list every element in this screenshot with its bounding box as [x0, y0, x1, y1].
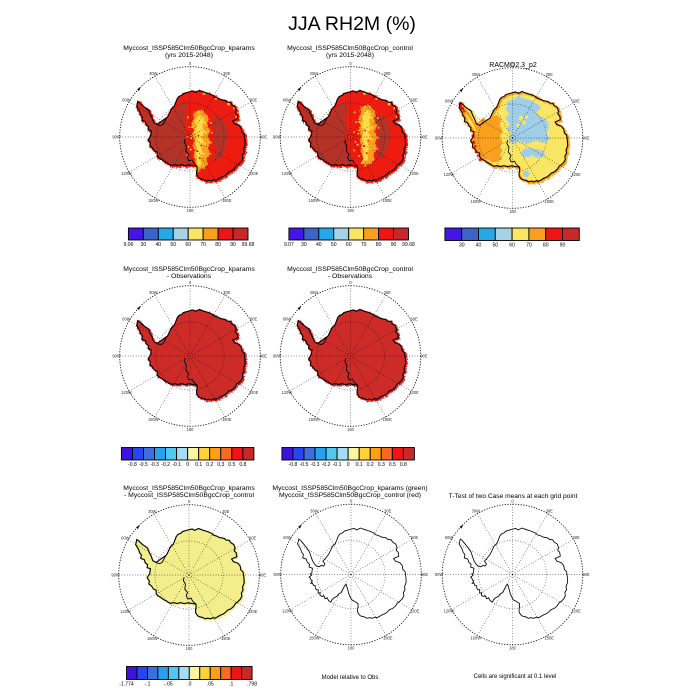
svg-text:.0: .0 [187, 682, 191, 688]
svg-text:9.07: 9.07 [284, 242, 294, 248]
svg-text:0.3: 0.3 [217, 462, 224, 468]
svg-text:30: 30 [301, 242, 307, 248]
svg-text:0.8: 0.8 [400, 462, 407, 468]
svg-text:30: 30 [459, 243, 465, 249]
svg-text:80: 80 [376, 242, 382, 248]
svg-text:-0.3: -0.3 [150, 462, 159, 468]
svg-text:40: 40 [155, 242, 161, 248]
svg-text:-0.5: -0.5 [139, 462, 148, 468]
svg-text:-0.1: -0.1 [172, 462, 181, 468]
svg-text:40: 40 [476, 243, 482, 249]
svg-text:60: 60 [509, 243, 515, 249]
svg-text:9.06: 9.06 [123, 242, 133, 248]
svg-text:80: 80 [543, 243, 549, 249]
svg-text:70: 70 [526, 243, 532, 249]
svg-text:0.2: 0.2 [206, 462, 213, 468]
svg-text:-0.3: -0.3 [311, 462, 320, 468]
svg-text:-0.1: -0.1 [333, 462, 342, 468]
svg-text:90: 90 [230, 242, 236, 248]
svg-text:50: 50 [170, 242, 176, 248]
svg-text:90: 90 [560, 243, 566, 249]
svg-text:0.2: 0.2 [367, 462, 374, 468]
svg-text:-.05: -.05 [164, 682, 173, 688]
svg-text:.1: .1 [229, 682, 233, 688]
svg-text:50: 50 [492, 243, 498, 249]
svg-text:40: 40 [316, 242, 322, 248]
svg-text:0.1: 0.1 [195, 462, 202, 468]
svg-text:-0.2: -0.2 [322, 462, 331, 468]
svg-text:-0.2: -0.2 [161, 462, 170, 468]
svg-text:60: 60 [185, 242, 191, 248]
svg-text:-0.8: -0.8 [128, 462, 137, 468]
svg-text:.798: .798 [247, 682, 257, 688]
svg-text:0.3: 0.3 [378, 462, 385, 468]
svg-text:70: 70 [200, 242, 206, 248]
svg-text:0.5: 0.5 [228, 462, 235, 468]
svg-text:99.68: 99.68 [242, 242, 255, 248]
svg-text:.05: .05 [207, 682, 214, 688]
svg-text:0.5: 0.5 [389, 462, 396, 468]
svg-text:-0.8: -0.8 [289, 462, 298, 468]
svg-text:0.1: 0.1 [356, 462, 363, 468]
svg-text:99.68: 99.68 [402, 242, 415, 248]
svg-text:50: 50 [331, 242, 337, 248]
svg-text:90: 90 [391, 242, 397, 248]
svg-text:-0.5: -0.5 [300, 462, 309, 468]
svg-text:80: 80 [215, 242, 221, 248]
svg-text:60: 60 [346, 242, 352, 248]
svg-text:0: 0 [186, 462, 189, 468]
svg-text:30: 30 [141, 242, 147, 248]
svg-text:0: 0 [347, 462, 350, 468]
svg-text:70: 70 [361, 242, 367, 248]
svg-text:-1.774: -1.774 [119, 682, 134, 688]
svg-text:-.1: -.1 [144, 682, 150, 688]
svg-text:0.8: 0.8 [239, 462, 246, 468]
